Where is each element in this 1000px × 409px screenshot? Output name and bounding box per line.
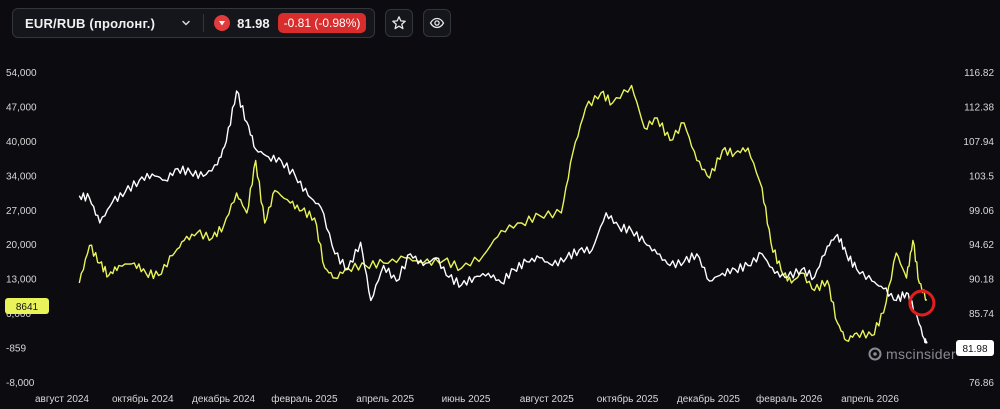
eye-icon <box>430 17 445 29</box>
logo-icon <box>868 347 882 361</box>
current-value-badges: 8641 81.98 <box>5 298 994 356</box>
right-tick-label: 112.38 <box>964 102 994 113</box>
left-tick-label: 27,000 <box>6 206 37 217</box>
right-tick-label: 107.94 <box>963 137 994 148</box>
x-tick-label: апрель 2026 <box>841 394 899 405</box>
right-tick-label: 85.74 <box>969 309 994 320</box>
left-tick-label: 54,000 <box>6 68 37 79</box>
left-tick-label: -8,000 <box>6 378 35 389</box>
current-price: 81.98 <box>237 15 270 31</box>
x-tick-label: декабрь 2024 <box>192 393 256 405</box>
x-tick-label: октябрь 2024 <box>112 393 174 405</box>
star-icon <box>392 16 407 30</box>
right-tick-label: 103.5 <box>969 171 994 182</box>
right-axis: 116.82 112.38 107.94 103.5 99.06 94.62 90.18 85… <box>963 68 994 389</box>
series-line-left <box>78 84 928 342</box>
price-change-badge: -0.81 (-0.98%) <box>277 13 367 33</box>
watermark-logo: mscinsider <box>868 346 956 362</box>
right-current-value: 81.98 <box>962 344 987 355</box>
series-layer <box>78 84 928 344</box>
highlight-circle <box>908 289 936 317</box>
left-tick-label: 6,000 <box>6 309 31 320</box>
right-tick-label: 94.62 <box>969 240 994 251</box>
chevron-down-icon[interactable] <box>177 14 195 32</box>
annotation-layer <box>908 289 936 317</box>
left-tick-label: -859 <box>6 344 26 355</box>
right-tick-label: 99.06 <box>969 206 994 217</box>
x-tick-label: октябрь 2025 <box>597 393 659 405</box>
left-current-badge <box>5 298 49 314</box>
time-axis: август 2024 октябрь 2024 декабрь 2024 февра… <box>35 393 899 405</box>
left-axis: 54,000 47,000 40,000 34,000 27,000 20,000 13,0… <box>6 68 37 389</box>
left-tick-label: 20,000 <box>6 240 37 251</box>
symbol-selector[interactable]: EUR/RUB (пролонг.) 81.98 -0.81 (-0.98%) <box>12 8 376 38</box>
x-tick-label: апрель 2025 <box>356 394 414 405</box>
x-tick-label: декабрь 2025 <box>677 393 741 405</box>
x-tick-label: февраль 2026 <box>756 393 823 405</box>
left-tick-label: 13,000 <box>6 275 37 286</box>
watermark-text: mscinsider <box>886 346 956 362</box>
left-tick-label: 47,000 <box>6 102 37 113</box>
left-tick-label: 34,000 <box>6 171 37 182</box>
x-tick-label: февраль 2025 <box>271 393 338 405</box>
right-tick-label: 116.82 <box>964 68 994 79</box>
x-tick-label: август 2024 <box>35 394 89 405</box>
favorite-button[interactable] <box>385 9 414 37</box>
symbol-name: EUR/RUB (пролонг.) <box>25 15 156 31</box>
x-tick-label: август 2025 <box>520 394 574 405</box>
arrow-down-icon <box>214 15 231 31</box>
series-line-right <box>78 90 928 344</box>
left-current-value: 8641 <box>16 302 39 313</box>
x-tick-label: июнь 2025 <box>442 394 491 405</box>
right-current-badge <box>956 340 994 356</box>
right-tick-label: 90.18 <box>969 275 994 286</box>
chart-toolbar: EUR/RUB (пролонг.) 81.98 -0.81 (-0.98%) <box>12 8 452 38</box>
divider <box>203 14 205 32</box>
view-toggle-button[interactable] <box>423 9 452 37</box>
right-tick-label: 76.86 <box>969 378 994 389</box>
left-tick-label: 40,000 <box>6 137 37 148</box>
